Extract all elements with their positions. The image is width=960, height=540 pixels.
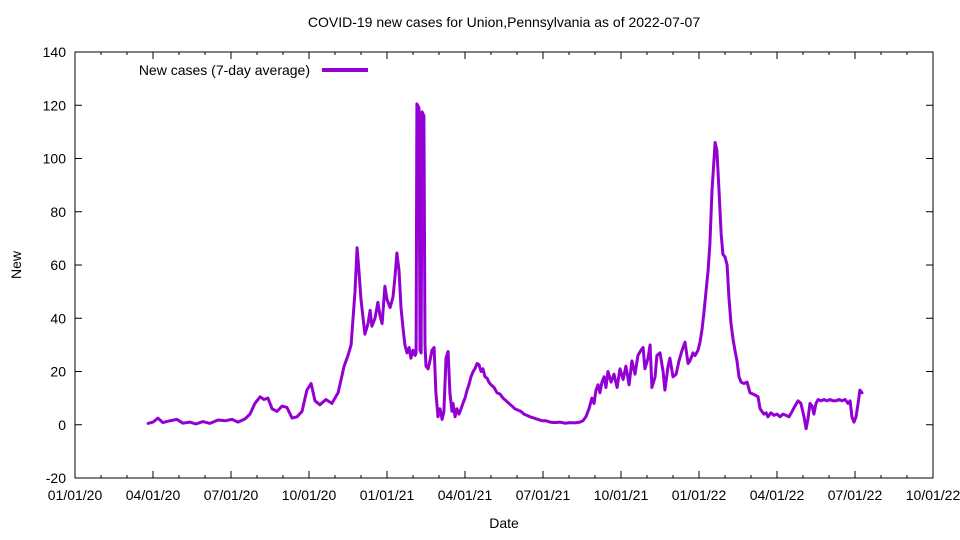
y-axis-label: New [8,251,24,280]
legend-line-swatch [322,68,368,72]
x-tick-label: 10/01/22 [906,487,960,503]
x-tick-label: 01/01/21 [360,487,415,503]
y-tick-label: 80 [50,204,66,220]
y-tick-label: 40 [50,310,66,326]
y-tick-label: 60 [50,257,66,273]
x-tick-label: 04/01/20 [126,487,181,503]
chart-title: COVID-19 new cases for Union,Pennsylvani… [307,14,701,30]
x-tick-label: 01/01/22 [672,487,727,503]
x-tick-label: 10/01/20 [282,487,337,503]
x-tick-label: 10/01/21 [594,487,649,503]
x-tick-label: 04/01/21 [438,487,493,503]
y-tick-label: -20 [46,470,66,486]
y-tick-label: 0 [58,417,66,433]
x-tick-label: 04/01/22 [750,487,805,503]
x-tick-label: 07/01/20 [204,487,259,503]
legend: New cases (7-day average) [0,62,368,78]
x-tick-label: 07/01/21 [516,487,571,503]
data-line [146,102,864,431]
legend-label: New cases (7-day average) [138,62,310,78]
y-tick-label: 100 [43,151,67,167]
x-axis-label: Date [489,515,519,531]
x-tick-label: 01/01/20 [48,487,103,503]
y-tick-label: 20 [50,364,66,380]
y-tick-label: 120 [43,97,67,113]
y-tick-label: 140 [43,44,67,60]
x-tick-label: 07/01/22 [828,487,883,503]
